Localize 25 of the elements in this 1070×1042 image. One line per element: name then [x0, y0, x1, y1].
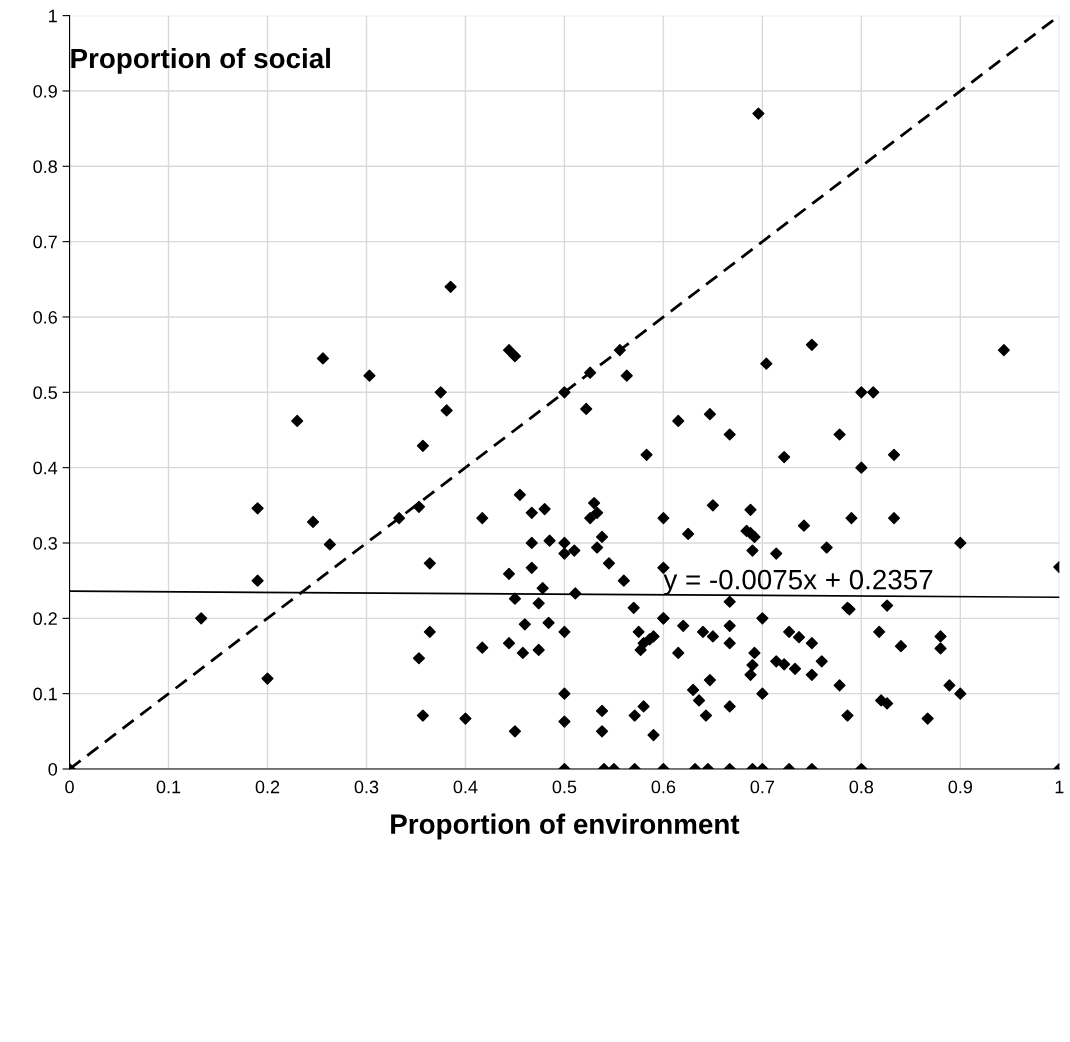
y-tick-label: 0.8: [33, 160, 57, 174]
y-tick-label: 0.1: [33, 687, 57, 701]
x-tick-label: 0.5: [552, 780, 577, 794]
y-tick-label: 0.9: [33, 84, 57, 98]
x-tick-label: 1: [1055, 780, 1064, 794]
x-tick-label: 0.4: [453, 780, 478, 794]
x-axis-title: Proportion of environment: [391, 813, 740, 840]
x-tick-label: 0.1: [156, 780, 181, 794]
y-tick-label: 0.7: [33, 235, 57, 249]
x-tick-label: 0.8: [849, 780, 874, 794]
x-tick-label: 0: [65, 780, 74, 794]
annotation: y = -0.0075x + 0.2357: [663, 569, 933, 595]
y-tick-label: 0.5: [33, 386, 57, 400]
y-tick-label: 1: [49, 9, 57, 23]
y-tick-label: 0.3: [33, 536, 57, 550]
x-tick-label: 0.7: [750, 780, 775, 794]
y-tick-label: 0.4: [33, 461, 58, 475]
x-tick-label: 0.6: [651, 780, 676, 794]
y-axis-title: Proportion of social: [71, 47, 330, 74]
y-tick-label: 0.6: [33, 310, 57, 324]
x-tick-label: 0.9: [948, 780, 973, 794]
x-tick-label: 0.2: [255, 780, 280, 794]
y-tick-label: 0: [48, 762, 58, 776]
y-tick-label: 0.2: [33, 612, 57, 626]
x-tick-label: 0.3: [354, 780, 379, 794]
